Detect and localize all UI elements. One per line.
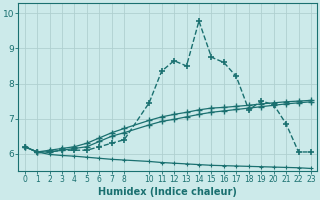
X-axis label: Humidex (Indice chaleur): Humidex (Indice chaleur)	[98, 187, 237, 197]
